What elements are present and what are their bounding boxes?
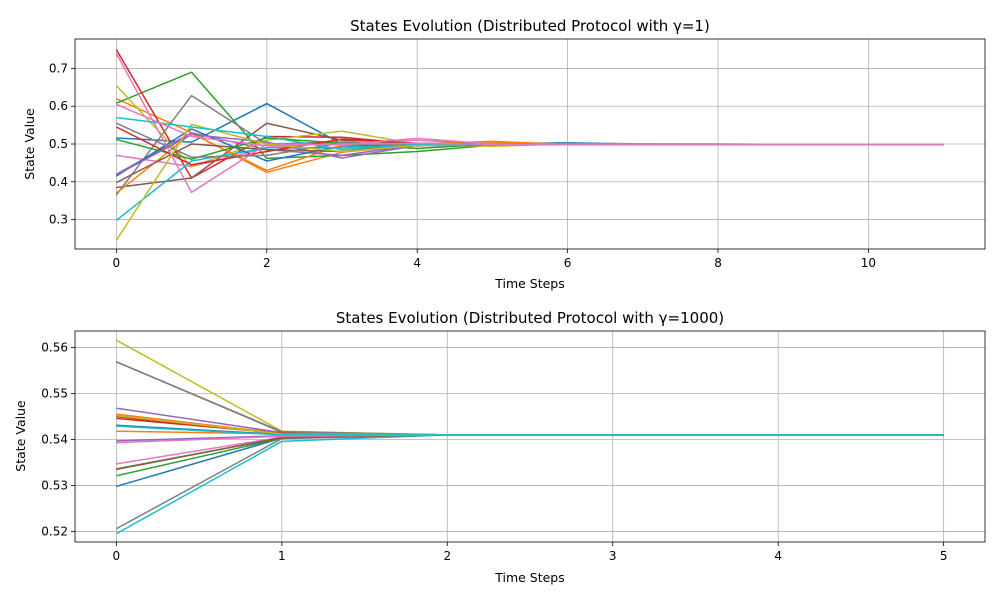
y-tick-label: 0.52: [41, 524, 68, 538]
chart-bottom-title: States Evolution (Distributed Protocol w…: [336, 309, 724, 327]
y-tick-label: 0.5: [49, 137, 68, 151]
chart-bottom-xlabel: Time Steps: [494, 570, 565, 585]
x-tick-label: 2: [263, 256, 271, 270]
chart-top: States Evolution (Distributed Protocol w…: [22, 17, 986, 291]
chart-bottom-ylabel: State Value: [13, 400, 28, 472]
y-tick-label: 0.54: [41, 432, 68, 446]
series-line: [116, 425, 944, 436]
y-tick-label: 0.4: [49, 175, 68, 189]
x-tick-label: 0: [113, 256, 121, 270]
x-tick-label: 0: [113, 549, 121, 563]
x-tick-label: 3: [609, 549, 617, 563]
series-line: [116, 103, 944, 147]
x-tick-label: 4: [774, 549, 782, 563]
chart-top-ylabel: State Value: [22, 108, 37, 180]
y-tick-label: 0.3: [49, 213, 68, 227]
x-tick-label: 8: [714, 256, 722, 270]
chart-top-xlabel: Time Steps: [494, 276, 565, 291]
y-tick-label: 0.55: [41, 387, 68, 401]
y-tick-label: 0.6: [49, 99, 68, 113]
x-tick-label: 4: [413, 256, 421, 270]
chart-top-plot-area: 0 2 4 6 8 10 0.3 0.4 0.5 0.6 0.7: [49, 38, 986, 270]
plot-frame: [74, 330, 986, 543]
x-tick-label: 5: [940, 549, 948, 563]
y-tick-label: 0.53: [41, 478, 68, 492]
x-tick-label: 2: [443, 549, 451, 563]
chart-top-title: States Evolution (Distributed Protocol w…: [350, 17, 710, 35]
x-tick-label: 10: [861, 256, 876, 270]
chart-bottom-plot-area: 0 1 2 3 4 5 0.52 0.53 0.54 0.55 0.56: [41, 330, 986, 563]
x-tick-label: 1: [278, 549, 286, 563]
y-tick-label: 0.56: [41, 341, 68, 355]
y-tick-label: 0.7: [49, 61, 68, 75]
x-tick-label: 6: [564, 256, 572, 270]
chart-bottom: States Evolution (Distributed Protocol w…: [13, 309, 986, 585]
